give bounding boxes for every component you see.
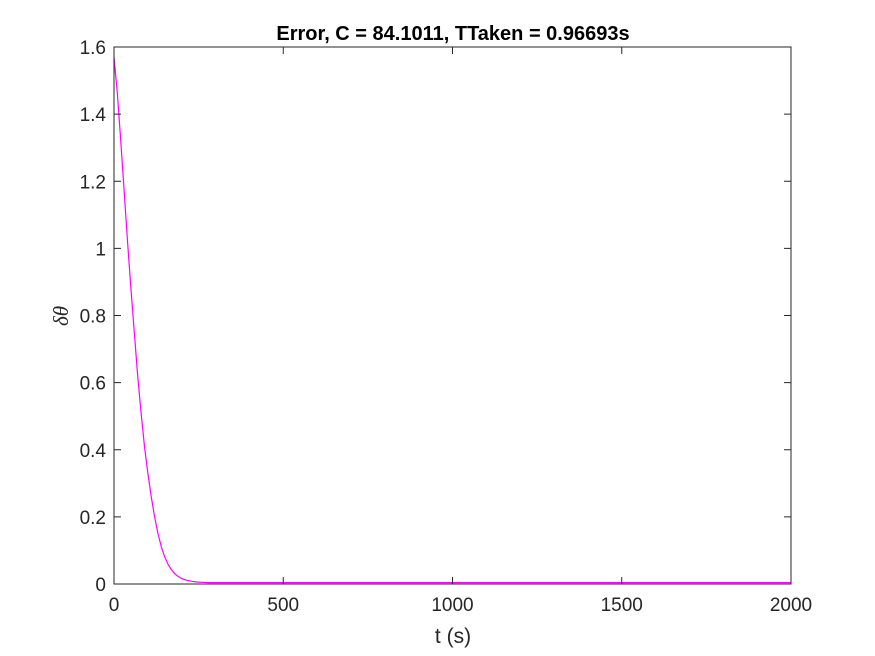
y-axis-label: δθ — [49, 306, 73, 326]
series-line-0 — [113, 57, 791, 584]
chart-title: Error, C = 84.1011, TTaken = 0.96693s — [276, 23, 629, 45]
x-tick-label: 2000 — [770, 595, 812, 616]
plot-area — [114, 47, 791, 584]
y-tick-label: 1.4 — [80, 105, 107, 126]
y-tick-label: 0 — [95, 575, 106, 596]
x-tick-label: 500 — [267, 595, 299, 616]
y-tick-label: 1 — [95, 239, 106, 260]
x-tick-label: 0 — [109, 595, 120, 616]
y-tick-label: 1.6 — [80, 38, 106, 59]
x-tick-label: 1000 — [431, 595, 473, 616]
y-tick-label: 0.6 — [80, 374, 106, 395]
y-tick-label: 0.2 — [80, 508, 106, 529]
x-tick-label: 1500 — [601, 595, 643, 616]
series-layer — [113, 57, 791, 584]
x-axis-ticks: 0 500 1000 1500 2000 — [109, 47, 812, 616]
x-axis-label: t (s) — [435, 625, 471, 648]
y-tick-label: 1.2 — [80, 172, 106, 193]
axes-box — [113, 46, 792, 585]
y-tick-label: 0.4 — [80, 441, 107, 462]
y-tick-label: 0.8 — [80, 307, 106, 328]
